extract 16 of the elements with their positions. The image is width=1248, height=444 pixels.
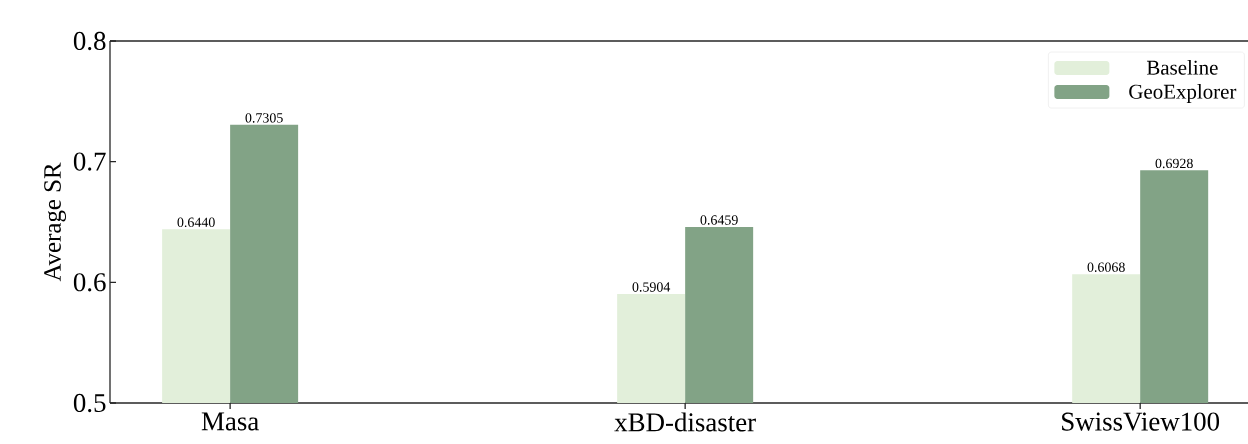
data-label: 0.6440 bbox=[177, 217, 215, 228]
legend-label: Baseline bbox=[1146, 60, 1218, 75]
data-label: 0.5904 bbox=[632, 282, 671, 292]
data-label: 0.7305 bbox=[245, 113, 283, 123]
data-label: 0.6459 bbox=[700, 215, 738, 225]
legend-label: GeoExplorer bbox=[1129, 84, 1237, 104]
y-tick-label: 0.7 bbox=[73, 152, 106, 171]
x-tick-label: SwissView100 bbox=[1062, 412, 1220, 431]
data-label: 0.6928 bbox=[1155, 158, 1193, 169]
x-tick-label: Masa bbox=[201, 412, 259, 431]
y-tick-label: 0.5 bbox=[73, 393, 106, 413]
x-tick-label: xBD-disaster bbox=[614, 412, 756, 432]
y-tick-label: 0.8 bbox=[73, 31, 106, 51]
data-label: 0.6068 bbox=[1087, 262, 1125, 272]
y-tick-label: 0.6 bbox=[73, 273, 106, 292]
y-axis-title: Average SR bbox=[44, 162, 67, 282]
